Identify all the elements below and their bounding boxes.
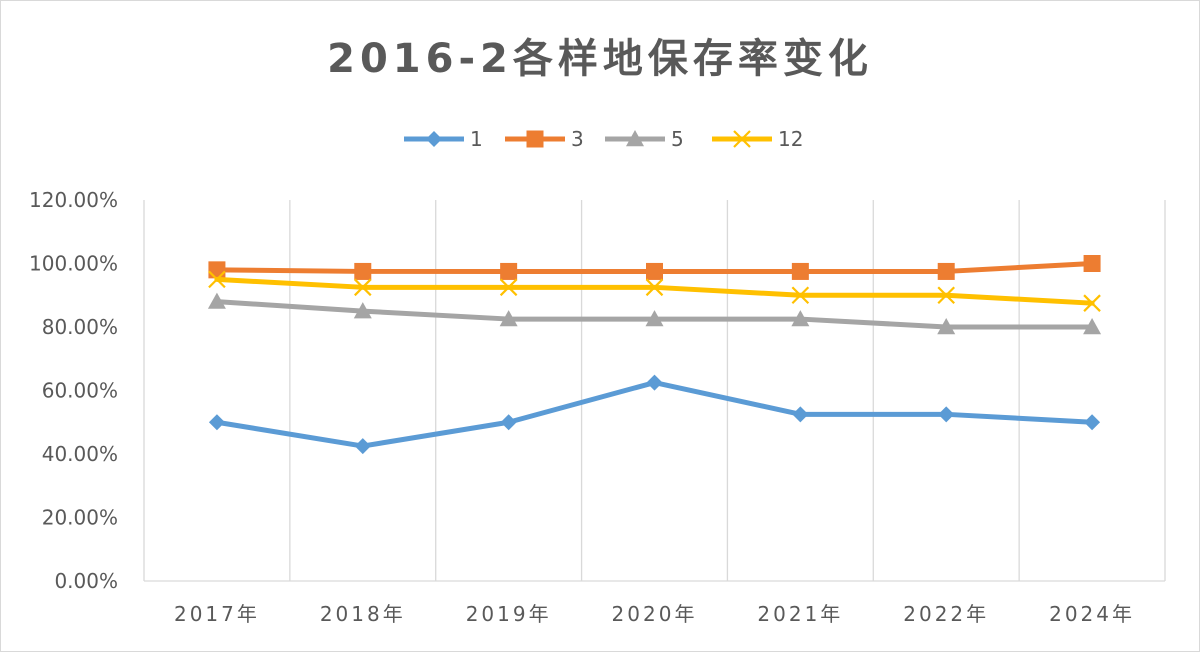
y-tick-label: 0.00% [54,569,118,593]
series-3 [208,255,1101,280]
y-tick-label: 60.00% [42,379,118,403]
y-tick-label: 80.00% [42,315,118,339]
data-point [499,278,518,297]
x-marker-stroke [791,286,810,305]
data-point [208,270,226,289]
x-marker-stroke [354,278,372,297]
data-point [500,414,517,431]
gridlines [143,200,1166,581]
legend-item-1: 1 [404,127,483,151]
data-point [353,302,372,319]
legend-label: 5 [671,127,684,151]
y-tick-label: 100.00% [29,252,118,276]
x-tick-label: 2020年 [612,602,698,626]
data-point [500,262,518,280]
legend-label: 12 [778,127,803,151]
data-point [791,286,810,305]
data-point [937,286,955,305]
data-point [1083,318,1102,335]
data-point [937,262,955,280]
y-tick-label: 40.00% [42,442,118,466]
data-point [1083,294,1101,312]
data-point [791,262,809,280]
series-1 [208,374,1101,455]
x-axis-tick-labels: 2017年 2018年 2019年 2020年 2021年 2022年 2024年 [174,602,1135,626]
y-tick-label: 120.00% [29,188,118,212]
legend-item-12: 12 [712,127,803,151]
data-point [354,278,372,297]
data-point [645,278,664,297]
data-point [1083,255,1101,272]
x-marker-stroke [645,278,664,297]
data-point [792,406,809,423]
data-point [646,262,663,280]
x-tick-label: 2022年 [903,602,989,626]
legend-label: 1 [470,127,483,151]
data-point [645,310,664,327]
x-marker-stroke [733,130,751,148]
data-point [938,406,955,423]
x-tick-label: 2024年 [1049,602,1135,626]
x-tick-label: 2019年 [466,602,552,626]
data-point [733,130,751,148]
x-marker-stroke [937,286,955,305]
legend: 1 3 5 12 [404,127,803,151]
data-point [646,374,663,391]
x-marker-stroke [208,270,226,289]
series-line [214,276,1095,306]
x-tick-label: 2017年 [174,602,260,626]
legend-label: 3 [571,127,584,151]
data-point [499,310,518,327]
data-point [354,438,371,455]
data-point [626,130,644,147]
x-marker-stroke [1083,294,1101,312]
data-point [208,414,225,431]
data-point [791,310,810,327]
series-12 [208,270,1101,312]
data-point [207,292,226,309]
x-marker-stroke [499,278,518,297]
y-tick-label: 20.00% [42,506,118,530]
data-point [426,131,442,147]
data-point [208,261,226,279]
legend-item-3: 3 [505,127,584,151]
series-layer [207,255,1102,455]
data-point [526,130,544,148]
data-point [937,318,956,335]
chart-title: 2016-2各样地保存率变化 [327,36,873,82]
x-tick-label: 2021年 [757,602,843,626]
data-point [1084,414,1101,431]
series-5 [207,292,1102,335]
data-point [354,262,372,280]
y-axis-tick-labels: 0.00% 20.00% 40.00% 60.00% 80.00% 100.00% 120.… [29,188,118,593]
series-line [214,380,1095,449]
x-tick-label: 2018年 [320,602,406,626]
legend-item-5: 5 [605,127,684,151]
